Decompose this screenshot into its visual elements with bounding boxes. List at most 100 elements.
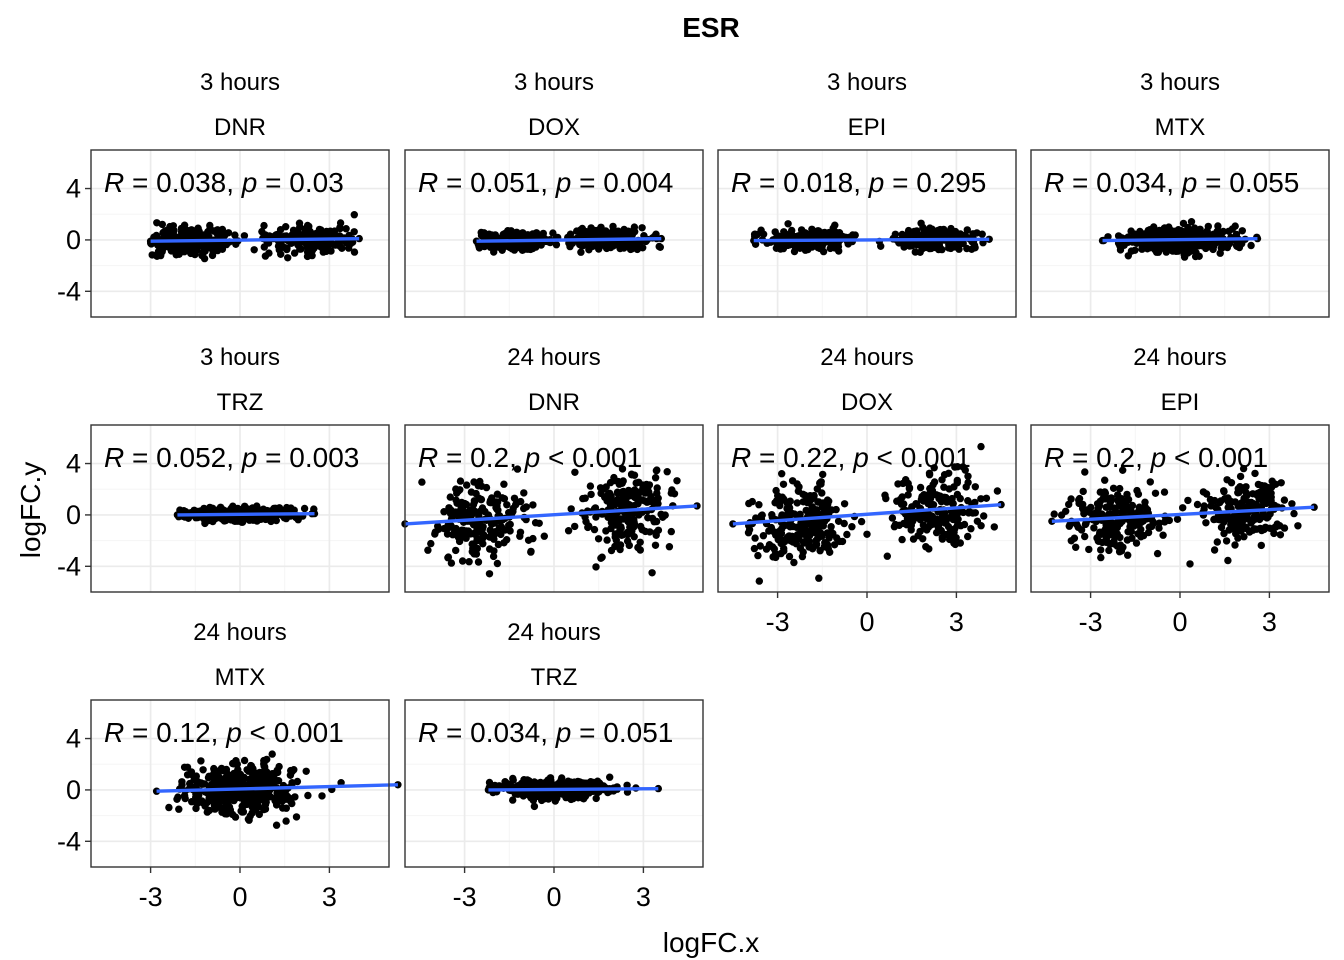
data-point: [567, 505, 575, 513]
data-point: [1222, 537, 1231, 545]
regression-line: [488, 786, 659, 792]
data-points: [146, 211, 363, 263]
data-point: [1067, 495, 1075, 503]
data-point: [673, 477, 681, 485]
y-tick-label: -4: [57, 826, 81, 856]
data-point: [835, 229, 844, 237]
data-point: [1277, 479, 1285, 487]
regression-line: [177, 511, 315, 517]
data-point: [778, 470, 786, 478]
data-point: [627, 491, 636, 499]
data-point: [600, 241, 608, 249]
panel-border: [404, 149, 704, 318]
data-point: [460, 533, 468, 541]
data-point: [1263, 514, 1271, 522]
data-point: [1116, 484, 1124, 493]
data-point: [1222, 513, 1231, 521]
data-point: [1085, 545, 1093, 554]
x-tick-label: 3: [1262, 607, 1277, 637]
data-point: [1236, 472, 1245, 481]
data-point: [513, 228, 521, 236]
data-point: [476, 521, 485, 529]
data-point: [174, 793, 182, 801]
data-point: [487, 498, 496, 507]
correlation-annotation: R = 0.034, p = 0.055: [1044, 167, 1299, 198]
data-point: [183, 241, 191, 249]
data-point: [490, 248, 498, 256]
data-point: [587, 224, 595, 232]
x-tick-label: 0: [1172, 607, 1187, 637]
data-point: [840, 519, 848, 528]
data-point: [652, 467, 661, 475]
data-point: [644, 514, 652, 522]
correlation-annotation: R = 0.018, p = 0.295: [731, 167, 986, 198]
data-point: [571, 522, 579, 531]
data-point: [777, 539, 785, 548]
data-point: [217, 230, 226, 239]
data-point: [659, 513, 667, 521]
data-point: [1187, 218, 1196, 226]
data-point: [628, 527, 636, 535]
data-point: [573, 227, 581, 235]
data-point: [916, 483, 925, 492]
strip-label-time: 24 hours: [820, 344, 913, 371]
y-tick-label: 0: [66, 225, 81, 255]
data-point: [472, 489, 480, 498]
data-point: [515, 243, 524, 252]
data-point: [1101, 495, 1109, 503]
data-point: [952, 534, 960, 542]
data-point: [1146, 478, 1155, 486]
data-point: [350, 228, 358, 236]
data-point: [1232, 530, 1240, 538]
data-point: [769, 543, 777, 551]
data-point: [802, 506, 810, 515]
data-point: [1217, 497, 1225, 505]
data-point: [971, 509, 979, 517]
data-point: [751, 534, 759, 542]
data-point: [1200, 240, 1208, 249]
x-tick-label: 3: [322, 882, 337, 912]
y-axis-title: logFC.y: [15, 462, 46, 558]
data-point: [1253, 491, 1261, 499]
data-point: [827, 523, 835, 531]
data-point: [801, 246, 810, 254]
data-point: [638, 224, 646, 232]
data-point: [173, 511, 182, 519]
data-point: [497, 530, 505, 539]
data-point: [1097, 546, 1105, 554]
data-point: [1102, 533, 1111, 542]
data-point: [762, 545, 771, 553]
data-point: [494, 540, 503, 549]
panel-border: [1030, 149, 1330, 318]
strip-label-drug: DNR: [214, 114, 266, 141]
data-point: [1136, 518, 1144, 526]
data-point: [567, 795, 575, 804]
regression-line: [732, 502, 1002, 526]
data-point: [1214, 222, 1222, 230]
data-point: [964, 532, 972, 541]
data-point: [1081, 532, 1089, 541]
data-point: [790, 558, 798, 567]
data-point: [928, 512, 936, 520]
regression-line: [753, 237, 990, 243]
data-point: [198, 797, 206, 805]
data-point: [509, 796, 517, 804]
data-point: [477, 482, 486, 490]
data-point: [827, 506, 836, 514]
data-point: [1107, 503, 1115, 511]
data-point: [591, 504, 600, 512]
data-point: [231, 231, 239, 239]
data-point: [903, 239, 912, 248]
data-point: [965, 509, 973, 517]
data-point: [790, 247, 799, 256]
data-point: [158, 220, 166, 229]
data-points: [1098, 218, 1262, 261]
y-tick-label: -4: [57, 276, 81, 306]
data-point: [956, 539, 964, 547]
data-point: [942, 494, 950, 502]
data-point: [793, 499, 801, 507]
data-point: [1202, 519, 1210, 527]
data-point: [274, 242, 283, 250]
data-point: [564, 527, 573, 535]
data-point: [619, 515, 627, 523]
